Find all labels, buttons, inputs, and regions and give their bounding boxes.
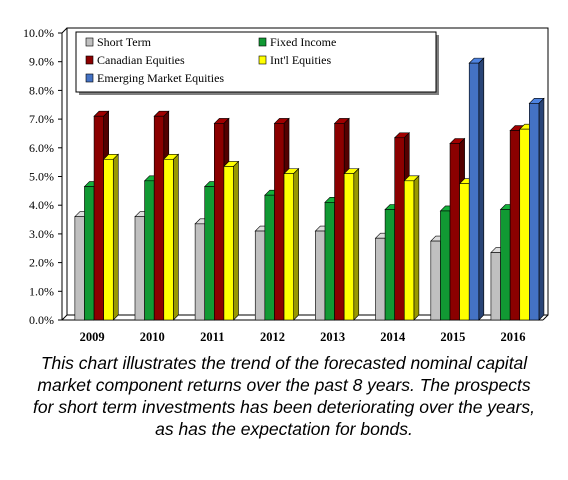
bar-fixed-income-2010 [144, 180, 155, 321]
bar-int-l-equities-2015 [459, 183, 470, 321]
y-tick-label: 0.0% [29, 313, 54, 327]
legend-label: Fixed Income [270, 35, 336, 49]
bar-side [293, 167, 299, 321]
y-tick-label: 8.0% [29, 83, 54, 97]
bar-int-l-equities-2013 [343, 173, 355, 321]
legend-swatch [258, 55, 267, 65]
bar-emerging-market-equities-2016 [529, 103, 540, 321]
y-tick-label: 4.0% [29, 198, 54, 212]
bar-side [413, 175, 420, 321]
bar-canadian-equities-2011 [214, 123, 225, 321]
bar-side [112, 153, 119, 321]
x-category-label: 2014 [380, 330, 406, 344]
legend-swatch [85, 55, 94, 65]
y-tick-label: 3.0% [29, 227, 54, 241]
legend [75, 31, 437, 93]
y-tick-label: 7.0% [29, 112, 54, 126]
bar-canadian-equities-2009 [93, 115, 104, 321]
bar-canadian-equities-2013 [334, 123, 345, 321]
bar-fixed-income-2009 [84, 186, 95, 321]
y-tick-label: 1.0% [29, 284, 54, 298]
legend-label: Canadian Equities [97, 53, 185, 67]
bar-short-term-2015 [430, 240, 441, 321]
bar-fixed-income-2014 [384, 209, 395, 321]
bar-fixed-income-2016 [500, 209, 511, 321]
bar-int-l-equities-2014 [403, 180, 415, 321]
bar-side [173, 153, 179, 321]
x-category-label: 2011 [200, 330, 224, 344]
bar-canadian-equities-2016 [509, 130, 521, 321]
legend-label: Emerging Market Equities [97, 71, 224, 85]
bar-int-l-equities-2012 [283, 173, 294, 321]
bar-canadian-equities-2014 [394, 137, 405, 321]
y-tick-label: 6.0% [29, 141, 54, 155]
bar-side [353, 167, 360, 321]
legend-swatch [258, 37, 267, 47]
bar-short-term-2013 [315, 230, 326, 321]
y-tick-label: 10.0% [23, 26, 54, 40]
bar-short-term-2011 [194, 223, 206, 321]
bar-int-l-equities-2011 [223, 166, 234, 321]
legend-label: Int'l Equities [270, 53, 331, 67]
bar-chart: 0.0% 1.0% 2.0% 3.0% 4.0% 5.0% 6.0% 7.0% 8.0% 9.0%… [23, 26, 549, 344]
bar-canadian-equities-2015 [449, 143, 460, 321]
legend-swatch [85, 37, 94, 47]
bar-int-l-equities-2016 [519, 128, 530, 321]
axis-corner-bottom [61, 314, 68, 321]
bar-side [478, 57, 485, 321]
bar-fixed-income-2015 [440, 210, 451, 321]
x-category-label: 2010 [140, 330, 165, 344]
y-tick-label: 9.0% [29, 55, 54, 69]
bar-short-term-2009 [74, 216, 85, 321]
x-category-label: 2009 [80, 330, 105, 344]
x-category-label: 2015 [440, 330, 465, 344]
bar-short-term-2012 [254, 230, 266, 321]
axis-corner-right [542, 314, 549, 321]
chart-caption: This chart illustrates the trend of the … [33, 353, 535, 439]
bar-emerging-market-equities-2015 [468, 62, 480, 321]
bar-canadian-equities-2010 [153, 115, 165, 321]
x-category-label: 2012 [260, 330, 285, 344]
y-tick-label: 2.0% [29, 256, 54, 270]
bar-int-l-equities-2009 [103, 158, 114, 321]
plot-back-wall [66, 27, 549, 316]
legend-label: Short Term [97, 35, 152, 49]
bar-canadian-equities-2012 [274, 123, 285, 321]
bar-fixed-income-2013 [324, 202, 335, 321]
bar-side [233, 160, 239, 321]
legend-swatch [85, 73, 94, 83]
bar-int-l-equities-2010 [163, 158, 174, 321]
bar-fixed-income-2011 [204, 186, 215, 321]
x-category-label: 2016 [500, 330, 525, 344]
axis-corner-top [61, 27, 68, 34]
bar-short-term-2014 [375, 237, 386, 321]
y-tick-label: 5.0% [29, 170, 54, 184]
bar-side [538, 97, 545, 321]
bar-fixed-income-2012 [264, 194, 275, 321]
x-category-label: 2013 [320, 330, 345, 344]
bar-short-term-2010 [134, 216, 145, 321]
bar-short-term-2016 [490, 252, 501, 321]
